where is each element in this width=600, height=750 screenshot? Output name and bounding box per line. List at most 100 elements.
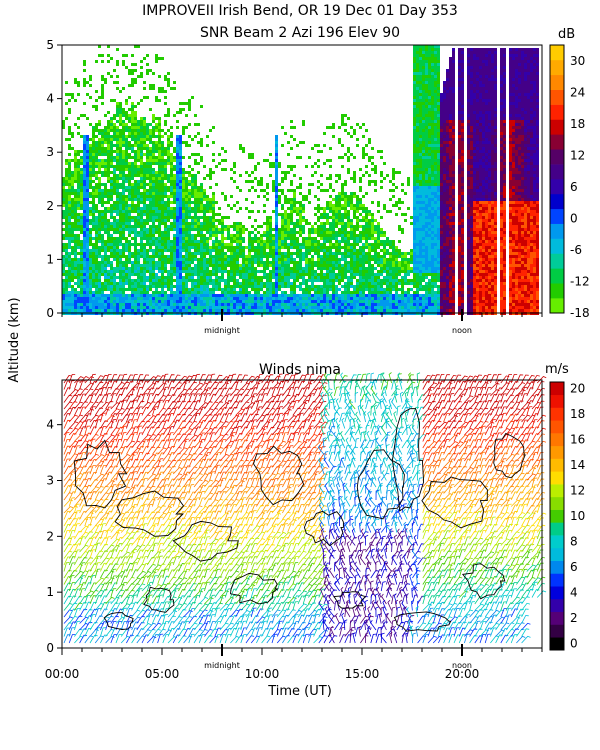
snr-cell [272,243,275,246]
snr-cell [350,255,353,258]
snr-cell [86,219,89,222]
snr-cell [95,234,98,237]
snr-cell [98,297,101,300]
snr-cell [185,276,188,279]
snr-cell [65,189,68,192]
snr-cell [254,219,257,222]
snr-cell [125,198,128,201]
snr-cell [140,264,143,267]
snr-cell [293,201,296,204]
snr-cell [296,213,299,216]
snr-cell [206,210,209,213]
snr-heatmap-cells [62,45,539,315]
snr-cell [128,297,131,300]
snr-cell [188,255,191,258]
snr-cell [161,213,164,216]
snr-cell [308,309,311,312]
snr-cell [74,246,77,249]
snr-cell [347,255,350,258]
snr-cell [281,255,284,258]
snr-cell [62,255,65,258]
snr-cell [248,216,251,219]
panel1-title: SNR Beam 2 Azi 196 Elev 90 [200,25,400,41]
snr-cell [308,246,311,249]
snr-cell [368,288,371,291]
snr-cell [95,291,98,294]
snr-cell [341,228,344,231]
snr-cell [341,300,344,303]
snr-cell [128,189,131,192]
snr-cell [152,204,155,207]
snr-cell [86,183,89,186]
snr-cell [254,273,257,276]
snr-cell [179,246,182,249]
snr-cell [260,285,263,288]
snr-cell [344,261,347,264]
snr-cell [83,249,86,252]
snr-cell [191,240,194,243]
snr-cell [374,294,377,297]
snr-cell [371,291,374,294]
snr-cell [104,78,107,81]
snr-cell [344,198,347,201]
snr-cell [95,285,98,288]
snr-cell [155,60,158,63]
snr-cell [71,213,74,216]
snr-cell [206,294,209,297]
snr-cell [107,282,110,285]
snr-cell [224,303,227,306]
snr-cell [62,309,65,312]
snr-cell [281,273,284,276]
snr-cell [182,132,185,135]
snr-cell [113,192,116,195]
snr-cell [206,288,209,291]
snr-cell [158,291,161,294]
snr-cell [197,243,200,246]
snr-cell [176,153,179,156]
snr-cell [266,222,269,225]
snr-cell [260,249,263,252]
snr-cell [341,219,344,222]
snr-cell [278,294,281,297]
snr-cell [86,204,89,207]
snr-cell [179,204,182,207]
snr-cell [140,237,143,240]
snr-cell [341,279,344,282]
snr-cell [254,276,257,279]
snr-cell [155,177,158,180]
snr-cell [164,228,167,231]
snr-cell [134,288,137,291]
snr-cell [113,294,116,297]
snr-cell [287,282,290,285]
snr-cell [185,240,188,243]
snr-cell [323,303,326,306]
snr-cell [176,186,179,189]
snr-cell [251,210,254,213]
snr-cell [350,309,353,312]
snr-cell [209,294,212,297]
snr-cell [95,279,98,282]
snr-cell [146,297,149,300]
snr-cell [68,309,71,312]
snr-cell [359,291,362,294]
snr-cell [206,249,209,252]
snr-cell [134,222,137,225]
snr-cell [293,174,296,177]
snr-cell [188,267,191,270]
snr-cell [272,234,275,237]
snr-cell [122,306,125,309]
snr-cell [125,297,128,300]
snr-cell [146,183,149,186]
snr-cell [230,252,233,255]
snr-cell [329,285,332,288]
snr-cell [137,297,140,300]
snr-cell [368,255,371,258]
snr-cell [308,264,311,267]
snr-cell [170,222,173,225]
snr-cell [74,180,77,183]
snr-cell [380,249,383,252]
snr-cell [176,285,179,288]
snr-cell [71,207,74,210]
snr-cell [233,294,236,297]
snr-cell [125,306,128,309]
